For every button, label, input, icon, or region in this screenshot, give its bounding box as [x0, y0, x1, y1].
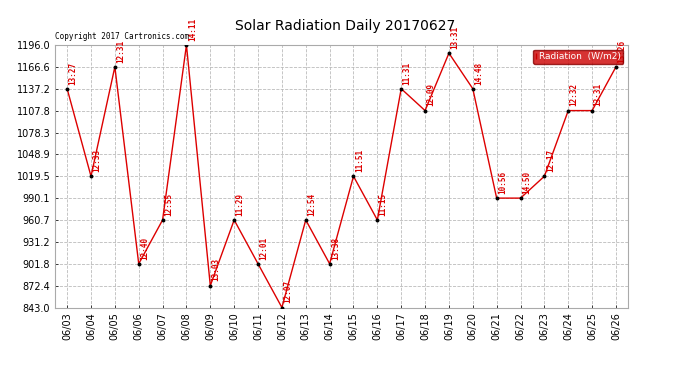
Point [61, 86, 72, 92]
Point [181, 42, 192, 48]
Point [611, 64, 622, 70]
Text: 11:15: 11:15 [379, 193, 388, 216]
Point [109, 64, 120, 70]
Point [586, 108, 598, 114]
Text: 14:48: 14:48 [474, 62, 483, 84]
Text: 11:29: 11:29 [235, 193, 244, 216]
Point [348, 173, 359, 179]
Point [228, 217, 239, 223]
Text: 13:31: 13:31 [593, 83, 602, 106]
Point [467, 86, 478, 92]
Point [515, 195, 526, 201]
Text: 14:50: 14:50 [522, 171, 531, 194]
Text: 12:32: 12:32 [570, 83, 579, 106]
Text: 10:56: 10:56 [498, 171, 507, 194]
Text: 13:03: 13:03 [212, 258, 221, 282]
Text: 11:31: 11:31 [402, 62, 412, 84]
Text: 11:51: 11:51 [355, 149, 364, 172]
Text: 12:33: 12:33 [92, 149, 101, 172]
Point [133, 261, 144, 267]
Text: 12:01: 12:01 [259, 237, 268, 260]
Text: 13:38: 13:38 [331, 237, 340, 260]
Text: 12:40: 12:40 [140, 237, 149, 260]
Text: 12:07: 12:07 [284, 280, 293, 303]
Text: 12:54: 12:54 [307, 193, 316, 216]
Point [420, 108, 431, 114]
Legend: Radiation  (W/m2): Radiation (W/m2) [533, 50, 623, 64]
Point [300, 217, 311, 223]
Text: 13:31: 13:31 [451, 26, 460, 49]
Point [253, 261, 264, 267]
Point [277, 304, 288, 310]
Point [324, 261, 335, 267]
Point [372, 217, 383, 223]
Text: 13:26: 13:26 [618, 40, 627, 63]
Text: 12:31: 12:31 [116, 40, 126, 63]
Text: 14:11: 14:11 [188, 18, 197, 41]
Point [491, 195, 502, 201]
Point [563, 108, 574, 114]
Point [444, 50, 455, 56]
Point [539, 173, 550, 179]
Text: 12:55: 12:55 [164, 193, 173, 216]
Text: Solar Radiation Daily 20170627: Solar Radiation Daily 20170627 [235, 19, 455, 33]
Point [157, 217, 168, 223]
Text: 13:27: 13:27 [68, 62, 77, 84]
Text: 12:09: 12:09 [426, 83, 435, 106]
Point [205, 283, 216, 289]
Point [395, 86, 406, 92]
Text: Copyright 2017 Cartronics.com: Copyright 2017 Cartronics.com [55, 32, 189, 40]
Point [86, 173, 97, 179]
Text: 12:17: 12:17 [546, 149, 555, 172]
